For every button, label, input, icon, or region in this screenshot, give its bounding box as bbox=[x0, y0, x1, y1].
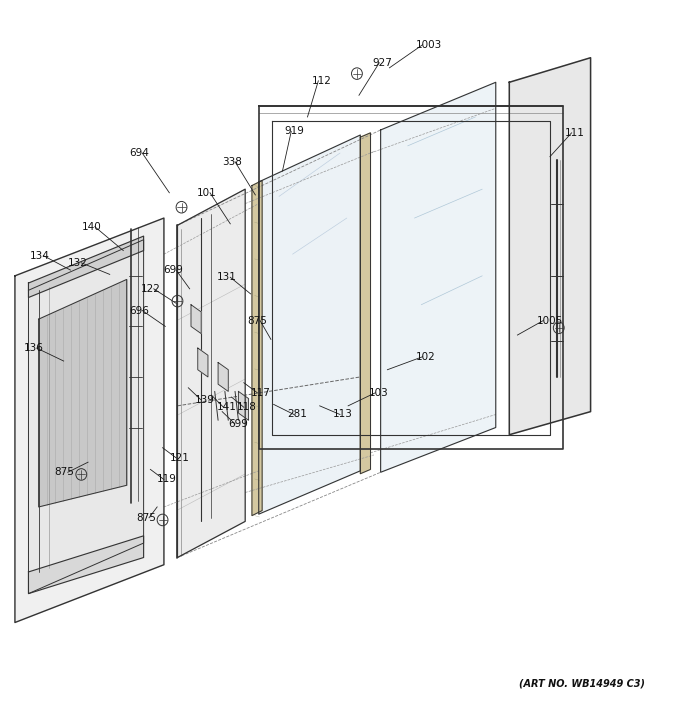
Text: 121: 121 bbox=[169, 453, 189, 463]
Polygon shape bbox=[218, 362, 228, 392]
Text: 141: 141 bbox=[217, 402, 237, 413]
Polygon shape bbox=[177, 189, 245, 558]
Text: 122: 122 bbox=[141, 283, 160, 294]
Text: 102: 102 bbox=[416, 352, 436, 362]
Polygon shape bbox=[239, 392, 249, 420]
Text: 875: 875 bbox=[54, 468, 75, 477]
Text: 338: 338 bbox=[222, 157, 242, 167]
Text: 103: 103 bbox=[369, 388, 388, 398]
Text: 694: 694 bbox=[129, 148, 149, 158]
Polygon shape bbox=[15, 218, 164, 623]
Polygon shape bbox=[252, 181, 262, 515]
Text: 875: 875 bbox=[247, 315, 267, 326]
Text: 699: 699 bbox=[228, 419, 248, 429]
Text: 696: 696 bbox=[129, 305, 149, 315]
Text: 139: 139 bbox=[194, 395, 214, 405]
Text: 875: 875 bbox=[136, 513, 156, 523]
Text: 118: 118 bbox=[237, 402, 257, 413]
Polygon shape bbox=[191, 304, 201, 334]
Text: 101: 101 bbox=[197, 188, 217, 198]
Text: 119: 119 bbox=[157, 474, 177, 484]
Text: 140: 140 bbox=[82, 222, 101, 232]
Text: 919: 919 bbox=[284, 126, 305, 136]
Polygon shape bbox=[509, 58, 590, 435]
Text: 699: 699 bbox=[163, 265, 183, 275]
Text: 1003: 1003 bbox=[416, 40, 442, 50]
Text: 136: 136 bbox=[24, 343, 44, 353]
Polygon shape bbox=[198, 348, 208, 377]
Polygon shape bbox=[29, 236, 143, 297]
Text: 1005: 1005 bbox=[537, 315, 562, 326]
Text: 113: 113 bbox=[333, 410, 353, 420]
Text: (ART NO. WB14949 C3): (ART NO. WB14949 C3) bbox=[519, 679, 645, 689]
Polygon shape bbox=[29, 536, 143, 594]
Text: 927: 927 bbox=[373, 58, 392, 67]
Text: 132: 132 bbox=[68, 258, 88, 268]
Polygon shape bbox=[360, 133, 371, 473]
Polygon shape bbox=[29, 240, 143, 594]
Polygon shape bbox=[258, 135, 360, 514]
Text: 112: 112 bbox=[311, 76, 331, 86]
Text: 134: 134 bbox=[31, 251, 50, 260]
Text: 111: 111 bbox=[565, 128, 585, 138]
Polygon shape bbox=[39, 279, 126, 507]
Polygon shape bbox=[381, 82, 496, 472]
Text: 117: 117 bbox=[251, 388, 271, 398]
Text: 281: 281 bbox=[287, 410, 307, 420]
Text: 131: 131 bbox=[217, 273, 237, 282]
